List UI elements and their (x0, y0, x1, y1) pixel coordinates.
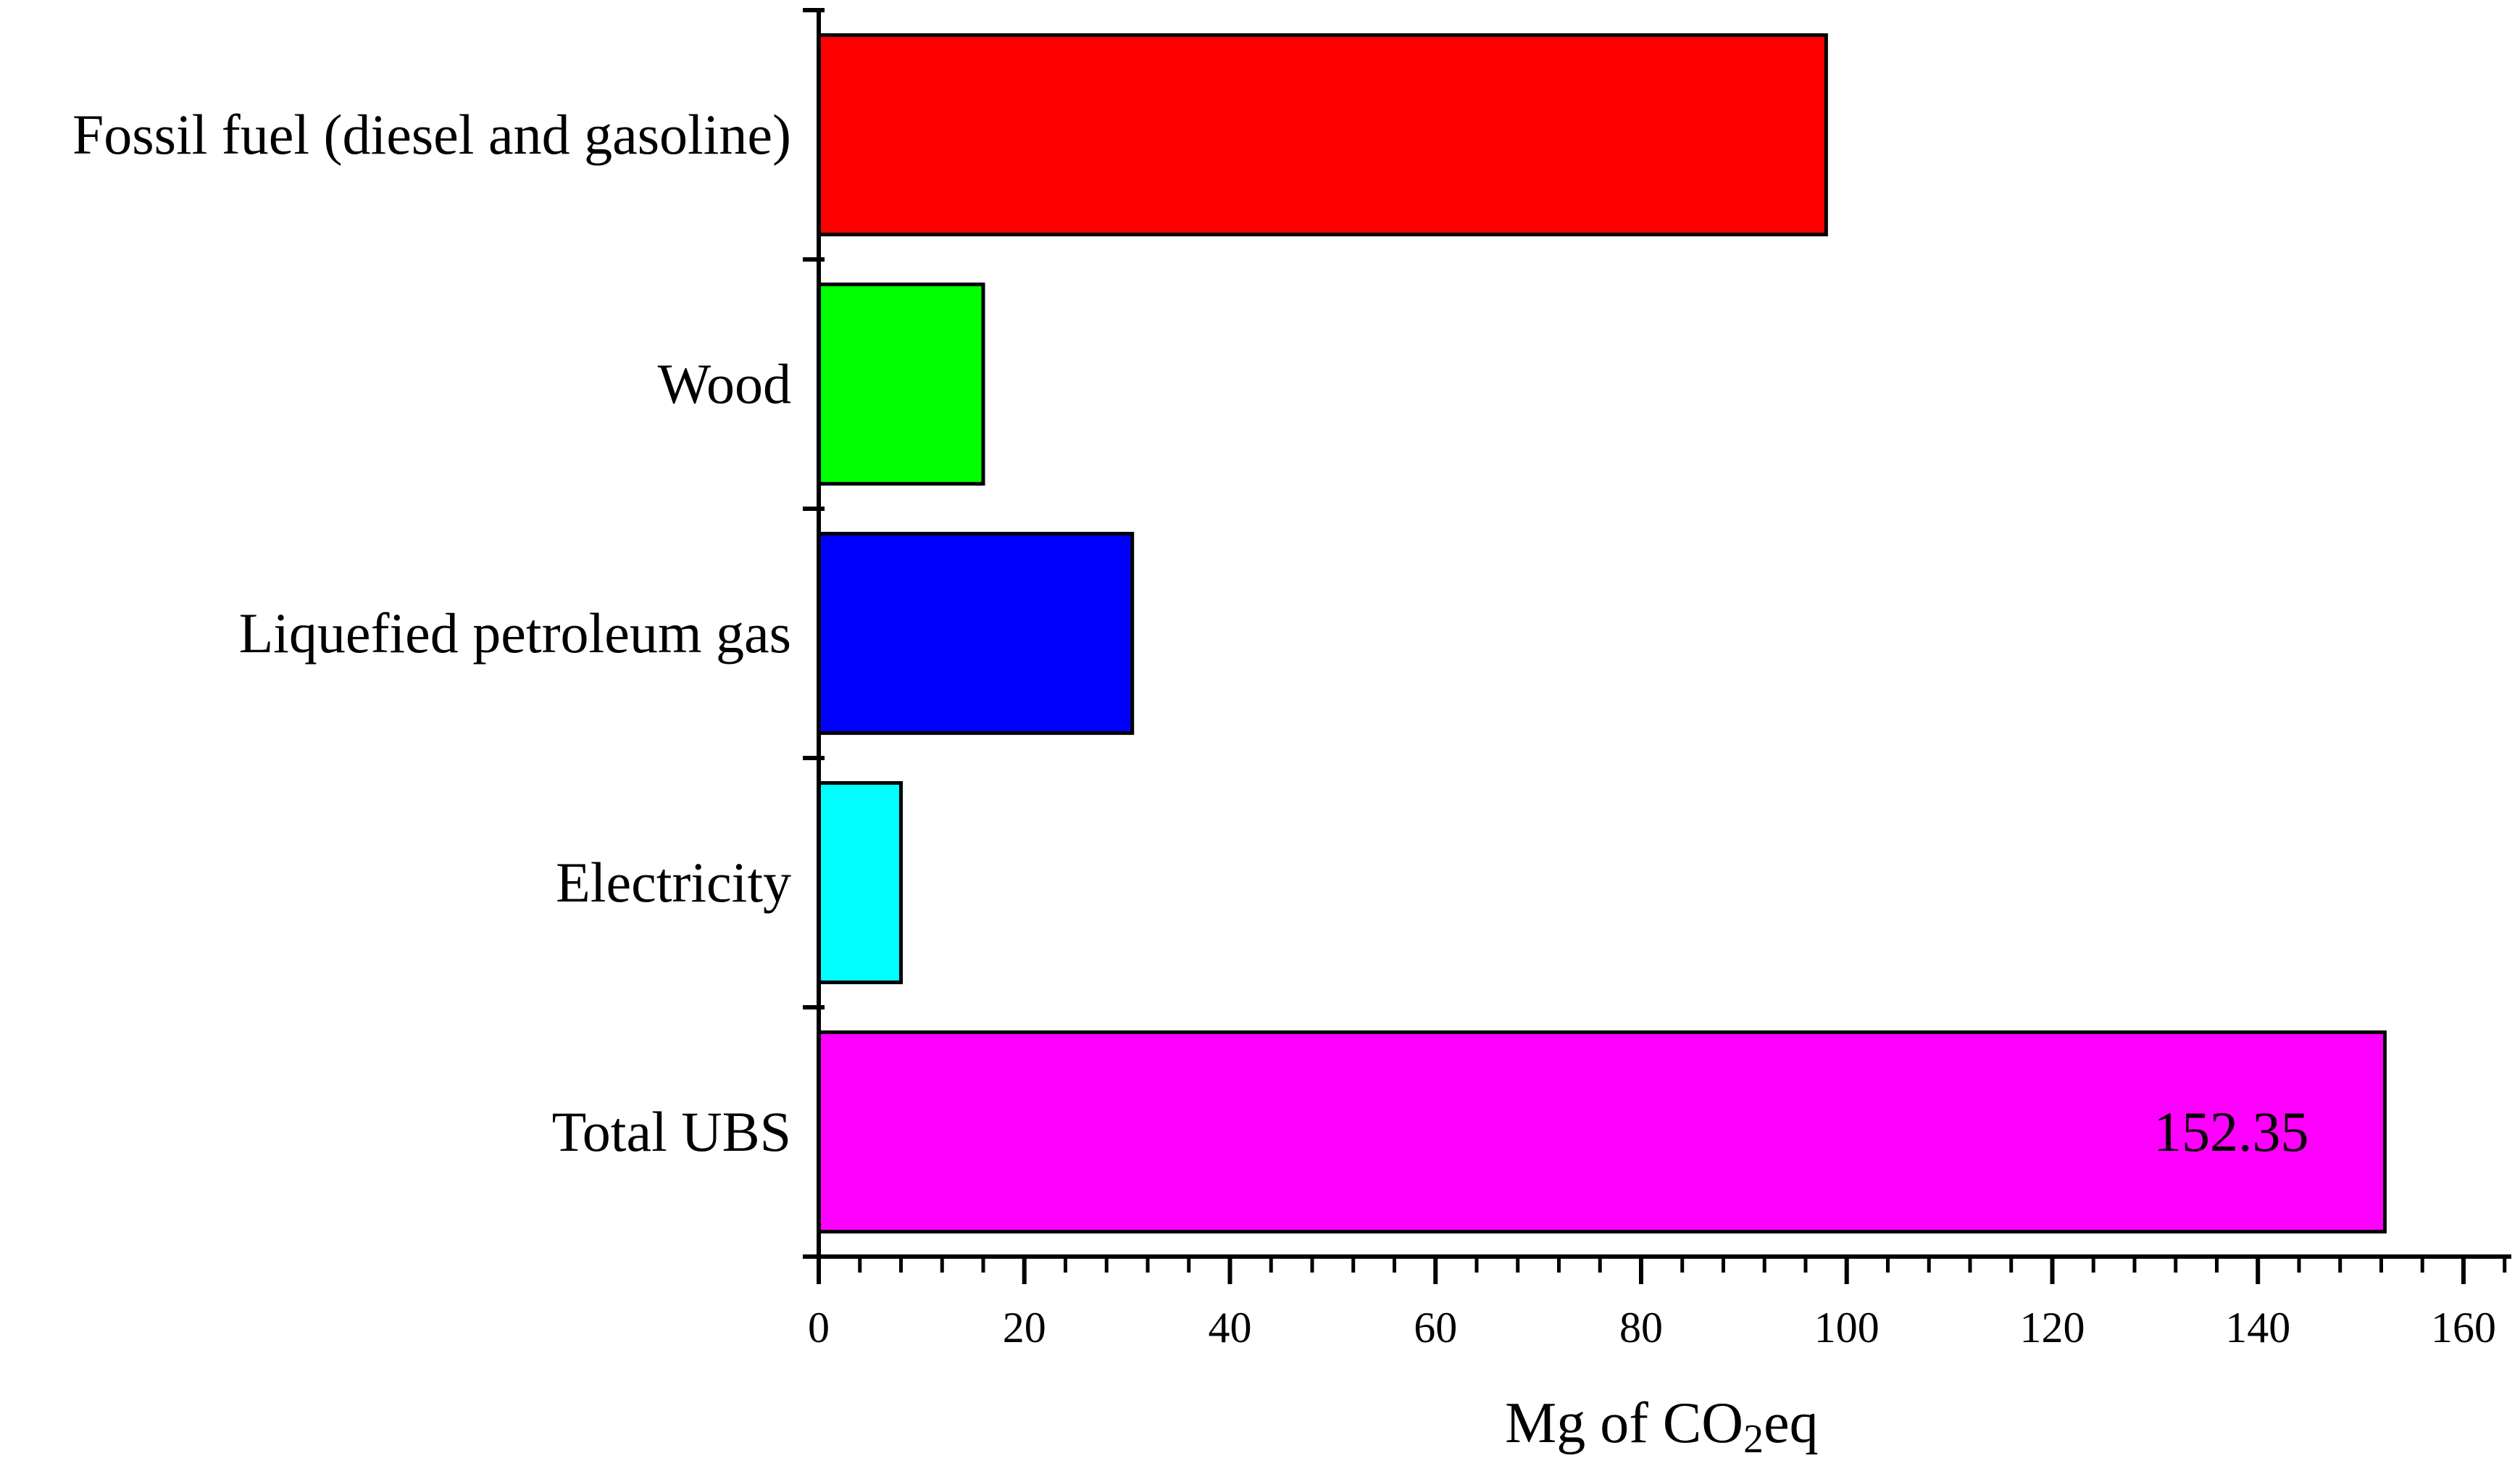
category-label-liquefied-petroleum-gas: Liquefied petroleum gas (239, 601, 791, 665)
bar-electricity (817, 780, 903, 985)
bar-wood (817, 282, 985, 486)
x-axis-title-prefix: Mg of CO (1505, 1391, 1743, 1455)
bar-liquefied-petroleum-gas (817, 531, 1135, 736)
category-label-wood: Wood (658, 352, 791, 415)
bar-fossil-fuel-diesel-and-gasoline (817, 33, 1828, 237)
x-tick-label: 40 (1209, 1304, 1252, 1352)
x-tick-label: 140 (2225, 1304, 2290, 1352)
x-axis-title-suffix: eq (1764, 1391, 1819, 1455)
x-tick-label: 120 (2020, 1304, 2085, 1352)
bars-group (817, 33, 2387, 1234)
x-tick-label: 100 (1814, 1304, 1879, 1352)
x-axis-title-subscript: 2 (1743, 1417, 1764, 1462)
x-axis-title: Mg of CO2eq (1505, 1391, 1818, 1462)
x-tick-label: 80 (1619, 1304, 1663, 1352)
axes-group (803, 8, 2511, 1284)
labels-group: Fossil fuel (diesel and gasoline) Wood Liq… (72, 103, 2496, 1352)
category-label-electricity: Electricity (556, 851, 791, 914)
category-label-fossil-fuel-diesel-and-gasoline: Fossil fuel (diesel and gasoline) (72, 103, 791, 166)
x-tick-label: 160 (2431, 1304, 2496, 1352)
x-tick-label: 20 (1003, 1304, 1046, 1352)
x-tick-label: 0 (808, 1304, 830, 1352)
bar-total-ubs (817, 1030, 2387, 1234)
x-tick-label: 60 (1414, 1304, 1457, 1352)
data-label-total-ubs: 152.35 (2153, 1100, 2309, 1163)
category-label-total-ubs: Total UBS (552, 1100, 791, 1163)
